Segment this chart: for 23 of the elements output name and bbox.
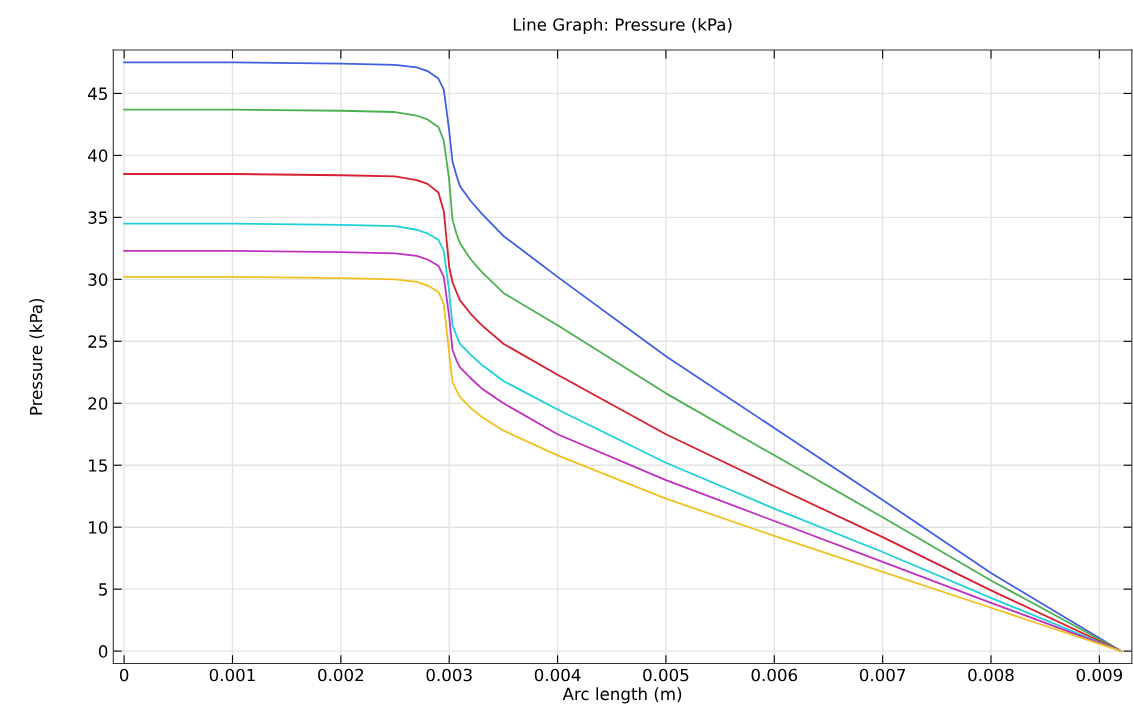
x-tick-label: 0.008: [968, 668, 1014, 682]
x-tick-label: 0.002: [318, 668, 364, 682]
y-tick-label: 20: [88, 397, 108, 410]
x-tick-label: 0: [119, 668, 129, 682]
y-tick-label: 10: [89, 521, 108, 534]
y-tick-label: 30: [88, 273, 108, 286]
y-tick-label: 35: [88, 211, 107, 224]
y-tick-label: 15: [89, 459, 107, 472]
y-tick-label: 25: [88, 335, 107, 348]
x-tick-label: 0.005: [643, 668, 689, 682]
x-tick-label: 0.006: [751, 668, 798, 682]
y-tick-label: 0: [98, 645, 108, 658]
chart-title: Line Graph: Pressure (kPa): [513, 17, 732, 35]
y-tick-label: 5: [99, 583, 107, 596]
x-tick-label: 0.003: [426, 668, 472, 682]
x-tick-label: 0.004: [534, 668, 581, 682]
y-tick-label: 45: [88, 87, 107, 100]
y-axis-title: Pressure (kPa): [29, 298, 45, 415]
y-tick-label: 40: [88, 149, 108, 162]
x-tick-label: 0.001: [209, 668, 255, 682]
x-tick-label: 0.009: [1076, 668, 1123, 682]
x-axis-title: Arc length (m): [562, 687, 682, 704]
x-tick-label: 0.007: [859, 668, 906, 682]
